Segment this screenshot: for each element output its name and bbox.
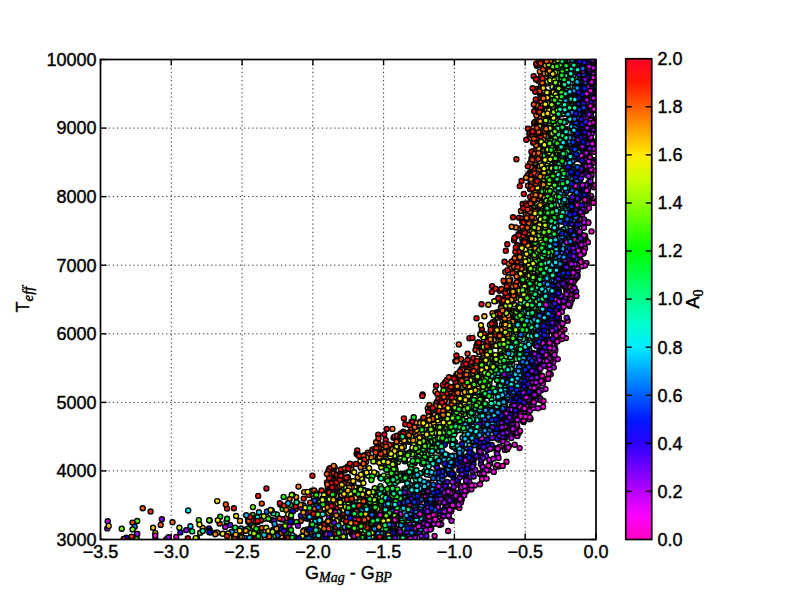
svg-text:−2.0: −2.0 <box>295 542 331 562</box>
svg-text:6000: 6000 <box>56 324 96 344</box>
svg-text:1.8: 1.8 <box>658 97 683 117</box>
svg-text:0.0: 0.0 <box>658 530 683 550</box>
svg-text:−3.5: −3.5 <box>83 542 119 562</box>
svg-text:−0.5: −0.5 <box>507 542 543 562</box>
svg-text:10000: 10000 <box>46 50 96 70</box>
svg-text:GMag - GBP: GMag - GBP <box>305 563 392 585</box>
svg-text:0.8: 0.8 <box>658 338 683 358</box>
svg-text:A0: A0 <box>683 289 706 308</box>
svg-text:1.2: 1.2 <box>658 241 683 261</box>
svg-text:Teff: Teff <box>13 285 36 313</box>
svg-text:−1.0: −1.0 <box>437 542 473 562</box>
svg-text:5000: 5000 <box>56 393 96 413</box>
svg-text:9000: 9000 <box>56 118 96 138</box>
svg-text:0.2: 0.2 <box>658 482 683 502</box>
svg-text:1.0: 1.0 <box>658 289 683 309</box>
svg-text:0.6: 0.6 <box>658 386 683 406</box>
svg-text:4000: 4000 <box>56 461 96 481</box>
svg-text:−1.5: −1.5 <box>366 542 402 562</box>
svg-text:2.0: 2.0 <box>658 49 683 69</box>
svg-text:7000: 7000 <box>56 256 96 276</box>
svg-text:1.4: 1.4 <box>658 193 683 213</box>
svg-text:−2.5: −2.5 <box>224 542 260 562</box>
svg-text:0.0: 0.0 <box>583 542 608 562</box>
svg-text:−3.0: −3.0 <box>154 542 190 562</box>
svg-text:8000: 8000 <box>56 187 96 207</box>
svg-text:0.4: 0.4 <box>658 434 683 454</box>
svg-text:1.6: 1.6 <box>658 145 683 165</box>
